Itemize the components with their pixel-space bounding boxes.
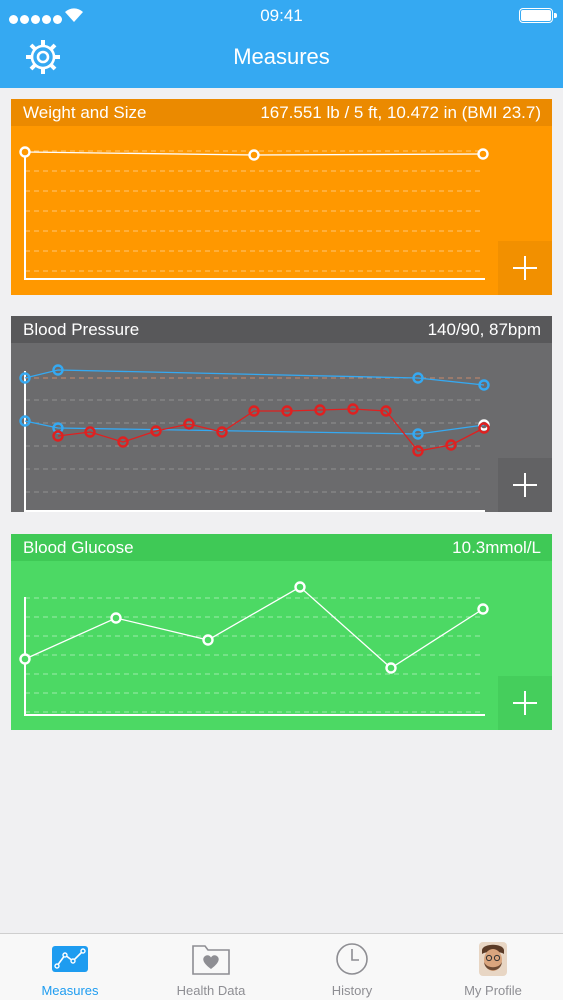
glucose-point[interactable]: [477, 603, 489, 615]
weight-card[interactable]: Weight and Size 167.551 lb / 5 ft, 10.47…: [11, 99, 552, 295]
pulse-point[interactable]: [84, 426, 96, 438]
wifi-icon: [65, 8, 83, 22]
glucose-point[interactable]: [294, 581, 306, 593]
tab-my-profile-label: My Profile: [464, 983, 522, 998]
signal-icon: [9, 11, 64, 29]
weight-point[interactable]: [477, 148, 489, 160]
tab-history-label: History: [331, 983, 373, 998]
tab-history[interactable]: History: [282, 934, 422, 1000]
add-blood-pressure-button[interactable]: [498, 458, 552, 512]
avatar: [479, 942, 507, 976]
pulse-point[interactable]: [478, 422, 490, 434]
pulse-point[interactable]: [314, 404, 326, 416]
weight-chart: [19, 146, 489, 280]
pulse-point[interactable]: [412, 445, 424, 457]
blood-pressure-card-title: Blood Pressure: [23, 320, 140, 339]
blood-pressure-chart: [19, 364, 490, 512]
glucose-point[interactable]: [19, 653, 31, 665]
pulse-point[interactable]: [183, 418, 195, 430]
tab-measures-label: Measures: [41, 983, 99, 998]
systolic-point[interactable]: [412, 372, 424, 384]
diastolic-point[interactable]: [19, 415, 31, 427]
tab-health-data-label: Health Data: [176, 983, 246, 998]
blood-glucose-card-title: Blood Glucose: [23, 538, 134, 557]
systolic-point[interactable]: [478, 379, 490, 391]
status-time: 09:41: [260, 6, 303, 25]
blood-glucose-card-value: 10.3mmol/L: [452, 538, 541, 557]
tab-measures[interactable]: Measures: [0, 934, 140, 1000]
glucose-point[interactable]: [202, 634, 214, 646]
tab-my-profile[interactable]: My Profile: [423, 934, 563, 1000]
systolic-point[interactable]: [52, 364, 64, 376]
blood-pressure-card-header: Blood Pressure 140/90, 87bpm: [11, 316, 552, 343]
add-blood-glucose-button[interactable]: [498, 676, 552, 730]
pulse-point[interactable]: [150, 425, 162, 437]
clock-icon: [336, 943, 368, 975]
weight-card-value: 167.551 lb / 5 ft, 10.472 in (BMI 23.7): [260, 103, 541, 122]
status-bar: 09:41: [0, 0, 563, 32]
blood-glucose-card[interactable]: Blood Glucose 10.3mmol/L: [11, 534, 552, 730]
header: 09:41 Measures: [0, 0, 563, 88]
pulse-point[interactable]: [281, 405, 293, 417]
pulse-point[interactable]: [445, 439, 457, 451]
blood-glucose-card-header: Blood Glucose 10.3mmol/L: [11, 534, 552, 561]
battery-icon: [519, 8, 557, 23]
blood-glucose-chart: [19, 581, 489, 716]
glucose-point[interactable]: [385, 662, 397, 674]
tab-health-data[interactable]: Health Data: [141, 934, 281, 1000]
glucose-point[interactable]: [110, 612, 122, 624]
pulse-point[interactable]: [117, 436, 129, 448]
weight-point[interactable]: [19, 146, 31, 158]
tab-bar: Measures Health Data History My Profile: [0, 933, 563, 1000]
add-weight-button[interactable]: [498, 241, 552, 295]
blood-pressure-card-value: 140/90, 87bpm: [427, 320, 541, 339]
pulse-point[interactable]: [52, 430, 64, 442]
page-title: Measures: [233, 44, 330, 69]
pulse-point[interactable]: [216, 426, 228, 438]
chart-line-icon: [52, 946, 88, 972]
heart-folder-icon: [192, 945, 230, 975]
weight-card-title: Weight and Size: [23, 103, 147, 122]
weight-card-header: Weight and Size 167.551 lb / 5 ft, 10.47…: [11, 99, 552, 126]
gear-icon[interactable]: [24, 38, 62, 76]
diastolic-point[interactable]: [412, 428, 424, 440]
pulse-point[interactable]: [248, 405, 260, 417]
systolic-point[interactable]: [19, 372, 31, 384]
pulse-point[interactable]: [347, 403, 359, 415]
weight-point[interactable]: [248, 149, 260, 161]
pulse-point[interactable]: [380, 405, 392, 417]
blood-pressure-card[interactable]: Blood Pressure 140/90, 87bpm: [11, 316, 552, 512]
